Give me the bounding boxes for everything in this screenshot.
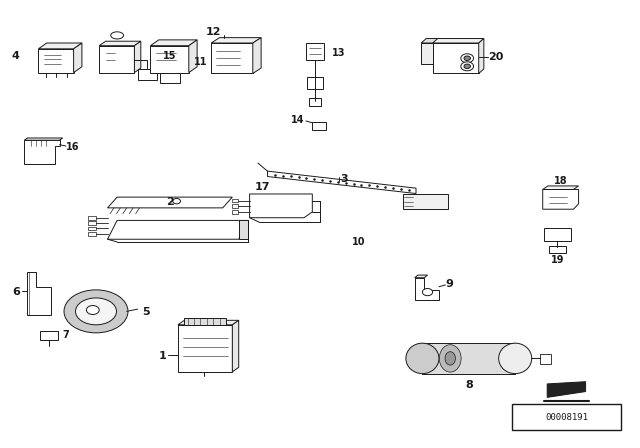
Bar [306, 43, 324, 60]
Bar [232, 204, 238, 208]
Polygon shape [38, 49, 74, 73]
Polygon shape [99, 41, 141, 46]
Bar [88, 227, 96, 230]
Ellipse shape [64, 290, 128, 333]
Polygon shape [134, 41, 141, 73]
Text: 10: 10 [351, 237, 365, 247]
Text: 1: 1 [159, 351, 166, 361]
Polygon shape [27, 272, 51, 315]
Ellipse shape [111, 32, 124, 39]
Polygon shape [178, 320, 239, 325]
Polygon shape [543, 186, 579, 190]
Text: 9: 9 [445, 279, 453, 289]
Text: 2: 2 [166, 198, 173, 207]
Text: 19: 19 [550, 255, 564, 265]
Text: 3: 3 [340, 174, 348, 184]
Text: 18: 18 [554, 177, 568, 186]
Bar [540, 354, 551, 364]
Polygon shape [74, 43, 82, 73]
Polygon shape [99, 46, 134, 73]
Polygon shape [24, 138, 63, 140]
Text: 17: 17 [255, 182, 270, 192]
Polygon shape [479, 39, 484, 73]
Polygon shape [184, 318, 226, 325]
Polygon shape [543, 190, 579, 209]
Bar [549, 246, 566, 253]
Text: 11: 11 [194, 57, 207, 67]
Polygon shape [415, 278, 439, 300]
Bar [138, 69, 157, 80]
Polygon shape [211, 43, 253, 73]
Polygon shape [433, 43, 479, 73]
Bar [309, 98, 321, 106]
Bar [422, 343, 515, 374]
Polygon shape [108, 220, 248, 239]
Text: 12: 12 [206, 27, 221, 37]
Bar [88, 221, 96, 225]
Polygon shape [239, 220, 248, 239]
Polygon shape [268, 171, 416, 194]
Polygon shape [38, 43, 82, 49]
Polygon shape [433, 39, 484, 43]
Bar [160, 73, 180, 83]
Polygon shape [24, 140, 60, 164]
Text: 20: 20 [488, 52, 504, 62]
Text: 15: 15 [163, 51, 177, 60]
Bar [88, 232, 96, 236]
Polygon shape [108, 197, 232, 208]
Text: 00008191: 00008191 [545, 413, 588, 422]
Text: 14: 14 [291, 115, 305, 125]
Polygon shape [415, 275, 428, 278]
Text: 8: 8 [465, 380, 473, 390]
Bar [232, 199, 238, 202]
Polygon shape [150, 46, 189, 73]
Text: 7: 7 [63, 330, 70, 340]
Text: 5: 5 [142, 307, 150, 317]
Ellipse shape [422, 289, 433, 296]
Polygon shape [421, 43, 434, 64]
Bar [512, 404, 621, 430]
Bar [40, 331, 58, 340]
Polygon shape [547, 382, 586, 397]
Ellipse shape [499, 343, 532, 374]
Ellipse shape [461, 54, 474, 63]
Polygon shape [403, 194, 448, 209]
Bar [307, 77, 323, 89]
Polygon shape [178, 325, 232, 372]
Ellipse shape [464, 56, 470, 60]
Bar [544, 228, 571, 241]
Ellipse shape [173, 198, 180, 204]
Ellipse shape [86, 306, 99, 314]
Text: 16: 16 [66, 142, 79, 152]
Polygon shape [250, 194, 312, 218]
Ellipse shape [76, 298, 116, 325]
Polygon shape [421, 39, 439, 43]
Text: 6: 6 [13, 287, 20, 297]
Polygon shape [189, 40, 197, 73]
Ellipse shape [461, 62, 474, 71]
Polygon shape [211, 38, 261, 43]
Ellipse shape [445, 352, 456, 365]
Bar [312, 122, 326, 130]
Text: 4: 4 [12, 51, 19, 60]
Bar [88, 216, 96, 220]
Ellipse shape [464, 64, 470, 69]
Polygon shape [150, 40, 197, 46]
Ellipse shape [406, 343, 439, 374]
Text: 13: 13 [332, 48, 345, 58]
Polygon shape [232, 320, 239, 372]
Ellipse shape [440, 345, 461, 372]
Bar [232, 210, 238, 214]
Polygon shape [253, 38, 261, 73]
